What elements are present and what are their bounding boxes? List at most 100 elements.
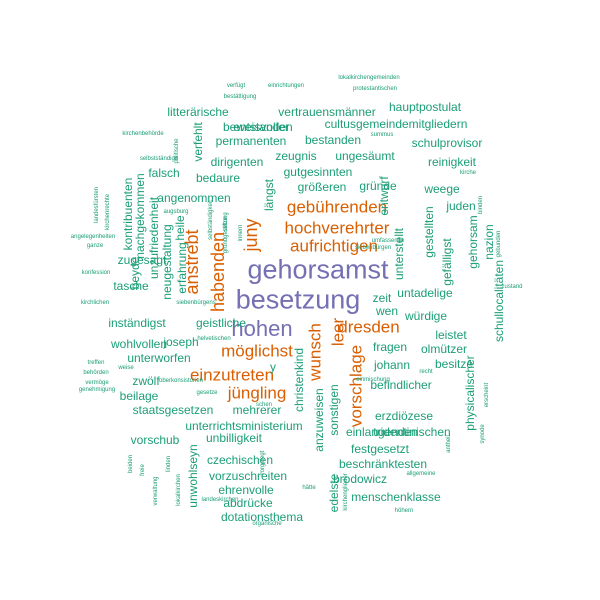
cloud-word: hohen <box>231 316 293 341</box>
cloud-word: y <box>270 360 276 374</box>
cloud-word: inständigst <box>108 316 166 330</box>
cloud-word: aufrichtigen <box>290 236 378 256</box>
cloud-word: siebenbürgens <box>176 300 216 306</box>
cloud-word: schulprovisor <box>411 136 483 150</box>
cloud-word: mehrerer <box>232 403 282 417</box>
cloud-word: verwaltung <box>153 476 159 506</box>
cloud-word: organische <box>252 521 282 527</box>
cloud-word: wohlvollen <box>110 337 168 351</box>
cloud-word: edelste <box>327 473 341 513</box>
cloud-word: olmützer <box>420 342 468 356</box>
cloud-word: wunsch <box>305 323 325 381</box>
cloud-word: ehrenvolle <box>218 483 274 497</box>
cloud-word: wen <box>375 304 399 318</box>
cloud-word: permanenten <box>215 134 287 148</box>
cloud-word: selbständigkeit <box>208 200 214 240</box>
cloud-word: zwölf <box>132 374 160 388</box>
cloud-word: kirchenrechte <box>105 193 111 231</box>
cloud-word: christenkind <box>292 347 306 413</box>
cloud-word: vorzuschreiten <box>208 469 288 483</box>
cloud-word: ganze <box>86 243 104 249</box>
cloud-word: politische <box>174 138 180 164</box>
cloud-word: umfassende <box>371 238 405 244</box>
cloud-word: staatsgesetzen <box>132 403 214 417</box>
cloud-word: summus <box>370 132 394 138</box>
cloud-word: helvetischen <box>197 336 231 342</box>
cloud-word: verfehlt <box>191 122 205 162</box>
cloud-word: festgesetzt <box>350 442 410 456</box>
cloud-word: bedaure <box>195 171 241 185</box>
cloud-word: dirigenten <box>210 155 264 169</box>
cloud-word: hochverehrter <box>284 218 390 238</box>
cloud-word: hätte <box>302 485 316 491</box>
cloud-word: kirchlichen <box>80 300 110 306</box>
cloud-word: entstanden <box>233 120 293 134</box>
cloud-word: fragen <box>372 340 408 354</box>
cloud-word: gestellten <box>422 206 436 258</box>
cloud-word: tridentinischen <box>373 425 451 439</box>
cloud-word: litterärische <box>167 105 229 119</box>
cloud-word: treffen <box>87 360 105 366</box>
cloud-word: würdige <box>404 309 448 323</box>
cloud-word: brodowicz <box>332 472 388 486</box>
cloud-word: gutgesinnten <box>283 165 353 179</box>
cloud-word: zeit <box>372 291 392 305</box>
cloud-word: grundgesetze <box>223 216 229 254</box>
cloud-word: nazion <box>482 224 496 260</box>
cloud-word: unterworfen <box>127 351 191 365</box>
cloud-word: augsburg <box>163 209 189 215</box>
cloud-word: physicalischer <box>463 355 477 431</box>
cloud-word: vertrauensmänner <box>278 105 376 119</box>
cloud-word: beiden <box>128 454 134 474</box>
cloud-word: vermöge <box>85 380 109 386</box>
cloud-word: cultusgemeindemitgliedern <box>324 117 468 131</box>
cloud-word: allgemeine <box>406 471 436 477</box>
cloud-word: juny <box>241 218 261 252</box>
cloud-word: binden <box>478 195 484 215</box>
cloud-word: linden <box>166 455 172 473</box>
cloud-word: leer <box>328 317 348 347</box>
cloud-word: protestantischen <box>352 86 398 92</box>
cloud-word: selbstständige <box>139 156 179 162</box>
cloud-word: erfahrung <box>175 242 189 294</box>
cloud-word: abdrücke <box>223 496 273 510</box>
cloud-word: weise <box>118 365 134 371</box>
cloud-word: tasche <box>113 279 149 293</box>
cloud-word: bestanden <box>304 133 362 147</box>
cloud-word: einlangenden <box>345 425 419 439</box>
cloud-word: zeugnis <box>275 149 317 163</box>
cloud-word: innern <box>238 224 244 242</box>
cloud-word: beyde <box>128 256 142 290</box>
cloud-word: angelegenheiten <box>70 234 116 240</box>
cloud-word: möglichst <box>221 341 293 361</box>
cloud-word: größeren <box>297 180 347 194</box>
cloud-word: unzufriedenheit <box>147 196 161 280</box>
cloud-word: gehorsamst <box>247 254 389 285</box>
cloud-word: gebührenden <box>286 197 388 217</box>
cloud-word: synode <box>480 424 486 444</box>
cloud-word: gründe <box>359 179 397 193</box>
cloud-word: leistet <box>435 328 467 342</box>
cloud-word: vorgelegt <box>260 450 266 476</box>
cloud-word: unwohlseyn <box>186 444 200 508</box>
cloud-word: beilage <box>119 389 159 403</box>
cloud-word: landeskirchen <box>201 497 239 503</box>
cloud-word: unterrichtsministerium <box>185 419 303 433</box>
cloud-word: kirchenglieder <box>343 473 349 511</box>
cloud-word: siebenbürgen <box>354 245 392 251</box>
cloud-word: lokalkirchen <box>176 474 182 506</box>
cloud-word: ungesäumt <box>335 149 395 163</box>
cloud-word: unterstellt <box>392 227 406 281</box>
cloud-word: johann <box>373 358 411 372</box>
cloud-word: erzdiözese <box>374 409 434 423</box>
cloud-word: kirche <box>459 170 477 176</box>
cloud-word: besitze <box>434 357 474 371</box>
cloud-word: lokalkirchengemeinden <box>338 75 400 81</box>
cloud-word: gesetze <box>196 390 218 396</box>
cloud-word: neugestaltung <box>160 224 174 300</box>
cloud-word: vorschub <box>130 433 180 447</box>
cloud-word: gehorsam <box>466 215 480 269</box>
cloud-word: längst <box>262 178 276 212</box>
cloud-word: verfügt <box>226 83 246 89</box>
